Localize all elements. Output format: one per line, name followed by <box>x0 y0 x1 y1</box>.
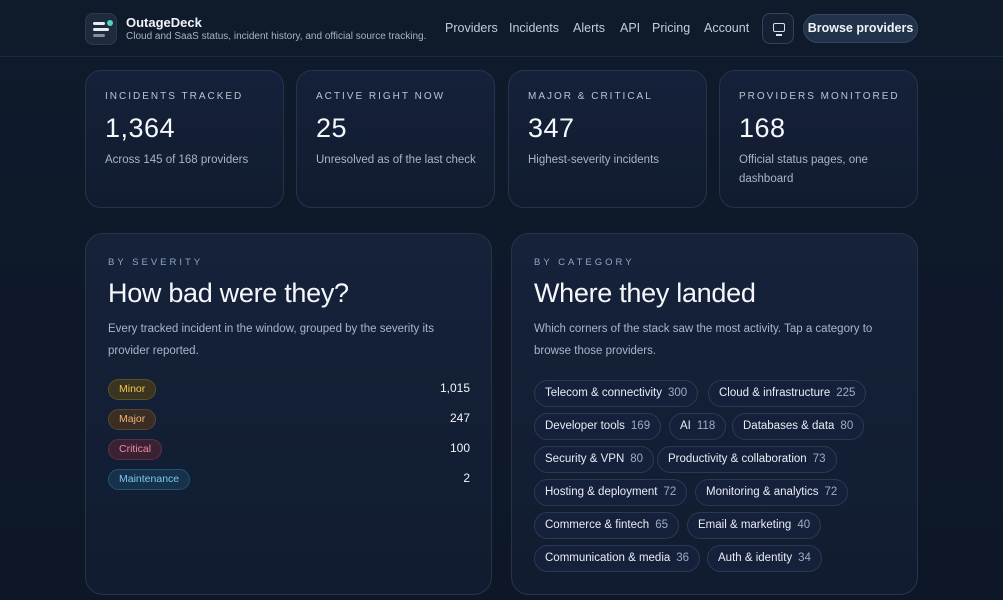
brand-name[interactable]: OutageDeck <box>126 15 202 30</box>
browse-providers-button[interactable]: Browse providers <box>803 14 918 43</box>
stat-card-incidents-tracked: INCIDENTS TRACKED 1,364 Across 145 of 16… <box>85 70 284 208</box>
category-count: 118 <box>696 420 716 432</box>
stat-subtext: Official status pages, one dashboard <box>739 154 868 185</box>
panel-title: How bad were they? <box>108 278 349 308</box>
category-label: AI <box>680 420 691 432</box>
category-chip[interactable]: Telecom & connectivity 300 <box>534 380 699 407</box>
category-count: 225 <box>836 387 856 399</box>
severity-row-minor[interactable]: Minor 1,015 <box>108 379 470 401</box>
category-count: 80 <box>840 420 854 432</box>
stat-label: MAJOR & CRITICAL <box>528 91 653 102</box>
stat-subtext: Across 145 of 168 providers <box>105 154 249 166</box>
nav-pricing[interactable]: Pricing <box>652 21 691 35</box>
category-label: Security & VPN <box>545 453 625 465</box>
severity-count: 100 <box>449 441 470 455</box>
category-count: 72 <box>824 486 838 498</box>
stat-label: INCIDENTS TRACKED <box>105 91 244 102</box>
category-label: Email & marketing <box>698 519 792 531</box>
category-chip[interactable]: Hosting & deployment 72 <box>534 479 688 506</box>
category-chip[interactable]: Productivity & collaboration 73 <box>657 446 837 473</box>
panel-eyebrow: BY SEVERITY <box>108 257 204 268</box>
category-count: 40 <box>797 519 811 531</box>
category-label: Telecom & connectivity <box>545 387 662 399</box>
category-chip[interactable]: Monitoring & analytics 72 <box>695 479 849 506</box>
panel-title: Where they landed <box>534 278 756 308</box>
category-chip[interactable]: Email & marketing 40 <box>687 512 822 539</box>
category-count: 72 <box>663 486 677 498</box>
panel-eyebrow: BY CATEGORY <box>534 257 635 268</box>
nav-account[interactable]: Account <box>704 21 750 35</box>
severity-badge-maintenance: Maintenance <box>108 469 191 490</box>
category-chip[interactable]: Security & VPN 80 <box>534 446 655 473</box>
category-chip[interactable]: Commerce & fintech 65 <box>534 512 679 539</box>
severity-badge-minor: Minor <box>108 379 157 400</box>
category-chip[interactable]: Cloud & infrastructure 225 <box>708 380 867 407</box>
category-chip[interactable]: Databases & data 80 <box>732 413 865 440</box>
severity-panel: BY SEVERITY How bad were they? Every tra… <box>85 233 492 595</box>
severity-badge-critical: Critical <box>108 439 163 460</box>
category-label: Developer tools <box>545 420 625 432</box>
severity-count: 247 <box>449 411 470 425</box>
brand-tagline: Cloud and SaaS status, incident history,… <box>126 31 427 42</box>
stat-value: 168 <box>739 113 786 143</box>
top-header: OutageDeck Cloud and SaaS status, incide… <box>0 0 1003 57</box>
category-label: Cloud & infrastructure <box>719 387 831 399</box>
stat-card-major-critical: MAJOR & CRITICAL 347 Highest-severity in… <box>508 70 707 208</box>
panel-description: Which corners of the stack saw the most … <box>534 323 873 357</box>
stat-value: 347 <box>528 113 575 143</box>
category-label: Monitoring & analytics <box>706 486 819 498</box>
stat-card-providers-monitored: PROVIDERS MONITORED 168 Official status … <box>719 70 918 208</box>
stat-label: ACTIVE RIGHT NOW <box>316 91 446 102</box>
stat-label: PROVIDERS MONITORED <box>739 91 900 102</box>
category-count: 300 <box>667 387 688 399</box>
severity-row-major[interactable]: Major 247 <box>108 409 470 431</box>
category-count: 80 <box>630 453 644 465</box>
nav-api[interactable]: API <box>620 21 641 35</box>
severity-row-maintenance[interactable]: Maintenance 2 <box>108 469 470 491</box>
category-count: 73 <box>812 453 826 465</box>
display-mode-button[interactable] <box>762 13 794 44</box>
stat-card-active-now: ACTIVE RIGHT NOW 25 Unresolved as of the… <box>296 70 495 208</box>
panel-description: Every tracked incident in the window, gr… <box>108 323 435 357</box>
category-chip[interactable]: Communication & media 36 <box>534 545 701 572</box>
stat-subtext: Unresolved as of the last check <box>316 154 476 166</box>
stat-value: 25 <box>316 113 348 143</box>
severity-row-critical[interactable]: Critical 100 <box>108 439 470 461</box>
category-count: 169 <box>630 420 651 432</box>
brand-logo[interactable] <box>85 13 117 45</box>
nav-alerts[interactable]: Alerts <box>573 21 605 35</box>
severity-count: 1,015 <box>439 381 470 395</box>
category-count: 65 <box>655 519 668 531</box>
category-chip[interactable]: AI 118 <box>669 413 727 440</box>
nav-providers[interactable]: Providers <box>445 21 498 35</box>
severity-badge-major: Major <box>108 409 157 430</box>
category-label: Productivity & collaboration <box>668 453 807 465</box>
category-count: 34 <box>798 552 811 564</box>
category-panel: BY CATEGORY Where they landed Which corn… <box>511 233 918 595</box>
stat-subtext: Highest-severity incidents <box>528 154 660 166</box>
nav-incidents[interactable]: Incidents <box>509 21 560 35</box>
category-chip[interactable]: Auth & identity 34 <box>707 545 822 572</box>
category-count: 36 <box>676 552 690 564</box>
category-label: Hosting & deployment <box>545 486 658 498</box>
stat-value: 1,364 <box>105 113 176 143</box>
category-chip[interactable]: Developer tools 169 <box>534 413 662 440</box>
category-label: Commerce & fintech <box>545 519 650 531</box>
category-label: Databases & data <box>743 420 835 432</box>
severity-count: 2 <box>463 471 470 485</box>
category-label: Communication & media <box>545 552 671 564</box>
category-label: Auth & identity <box>718 552 793 564</box>
